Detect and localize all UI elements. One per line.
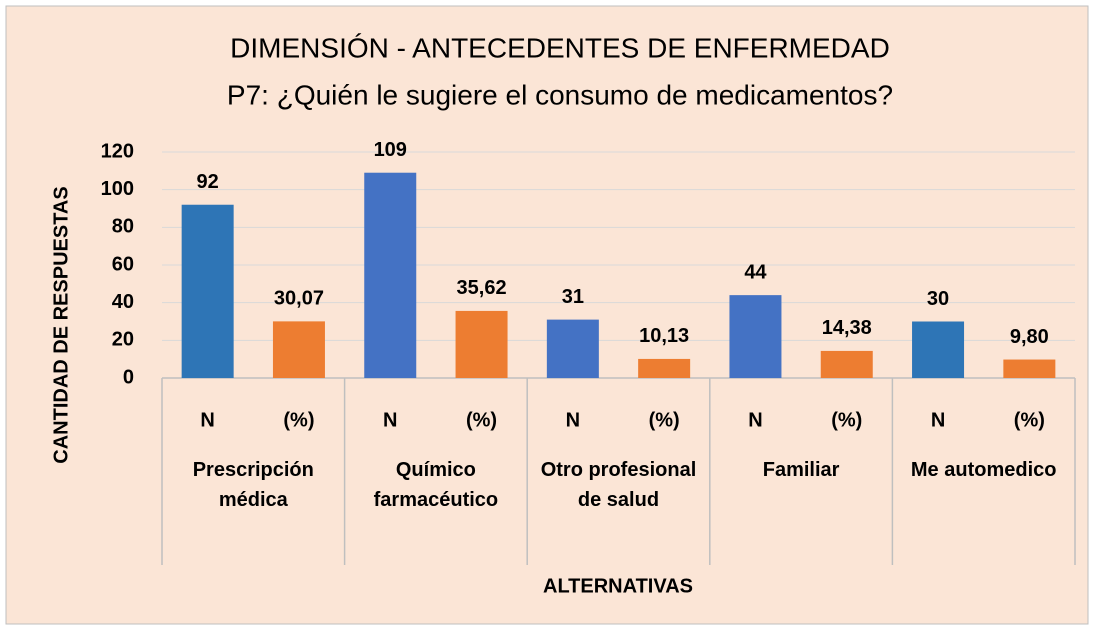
chart-title: DIMENSIÓN - ANTECEDENTES DE ENFERMEDAD: [230, 32, 890, 63]
y-tick-label: 60: [112, 253, 134, 275]
x-tick-label: N: [383, 409, 397, 431]
bar: [364, 172, 417, 378]
x-tick-label: N: [748, 409, 762, 431]
x-tick-label: N: [931, 409, 945, 431]
data-label: 30,07: [274, 288, 324, 310]
bar: [820, 350, 873, 378]
data-label: 14,38: [822, 317, 872, 339]
x-tick-label: N: [200, 409, 214, 431]
y-tick-label: 100: [101, 178, 134, 200]
bar: [546, 319, 599, 378]
x-tick-label: (%): [649, 409, 680, 431]
y-tick-label: 0: [123, 366, 134, 388]
bar: [1003, 359, 1056, 378]
data-label: 44: [744, 261, 767, 283]
y-tick-label: 80: [112, 216, 134, 238]
data-label: 9,80: [1010, 326, 1049, 348]
bar: [729, 295, 782, 378]
chart-subtitle: P7: ¿Quién le sugiere el consumo de medi…: [227, 79, 893, 110]
data-label: 35,62: [457, 277, 507, 299]
x-tick-label: (%): [466, 409, 497, 431]
data-label: 10,13: [639, 325, 689, 347]
bar: [181, 204, 234, 378]
y-axis-title: CANTIDAD DE RESPUESTAS: [50, 186, 72, 463]
bar: [638, 358, 691, 378]
data-label: 31: [562, 286, 584, 308]
y-tick-label: 120: [101, 140, 134, 162]
group-label: Me automedico: [910, 459, 1057, 481]
bar: [272, 321, 325, 378]
x-tick-label: (%): [831, 409, 862, 431]
x-tick-label: N: [566, 409, 580, 431]
group-label: Otro profesional de salud: [540, 459, 697, 511]
data-label: 109: [374, 139, 407, 161]
group-label: Químico farmacéutico: [373, 459, 499, 511]
bar: [455, 310, 508, 378]
group-label: Familiar: [762, 459, 840, 481]
y-tick-label: 20: [112, 329, 134, 351]
x-axis-title: ALTERNATIVAS: [543, 575, 693, 597]
y-tick-label: 40: [112, 291, 134, 313]
data-label: 92: [197, 171, 219, 193]
x-tick-label: (%): [1014, 409, 1045, 431]
x-tick-label: (%): [283, 409, 314, 431]
data-label: 30: [927, 288, 949, 310]
bar: [912, 321, 965, 378]
group-label: Prescripción médica: [192, 459, 314, 511]
